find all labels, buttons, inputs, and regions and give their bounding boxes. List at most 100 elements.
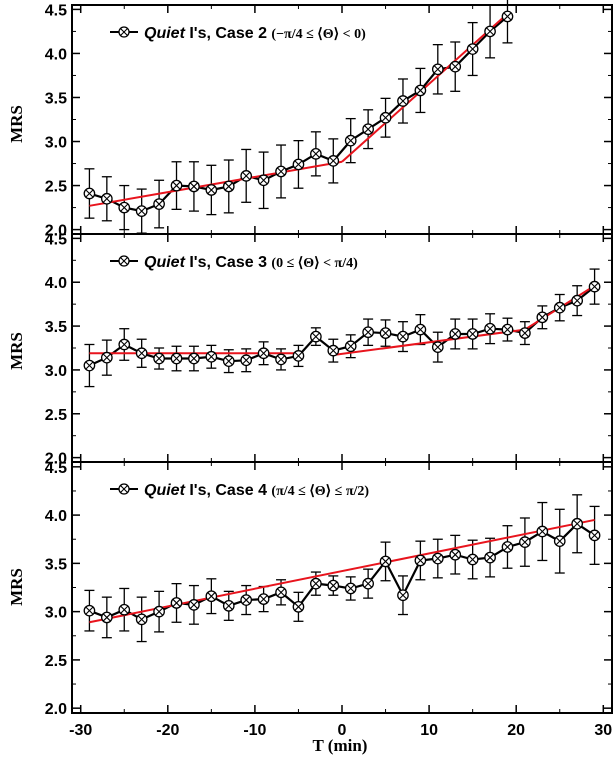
marker-cross [416, 325, 425, 334]
y-tick-label: 3.0 [45, 363, 67, 380]
legend-label: Quiet I's, Case 2 (−π/4 ≤ ⟨Θ⟩ < 0) [144, 25, 366, 42]
data-point [153, 605, 165, 618]
marker-cross [85, 189, 94, 198]
marker-cross [364, 328, 373, 337]
legend-label-condition: (−π/4 ≤ ⟨Θ⟩ < 0) [271, 27, 366, 42]
data-point [118, 201, 131, 214]
legend-label-case: I's, Case 3 [185, 254, 272, 271]
data-point [379, 555, 392, 568]
data-point [135, 347, 148, 360]
data-point [571, 294, 584, 307]
data-point [222, 180, 235, 193]
legend-marker-cross [120, 28, 128, 36]
marker-cross [120, 605, 129, 614]
marker-cross [486, 553, 494, 562]
x-tick-label: -30 [69, 722, 92, 739]
marker-cross [329, 157, 338, 165]
legend-label-case: I's, Case 4 [185, 482, 272, 499]
legend-marker-cross [120, 257, 128, 265]
panel-1: 2.0 2.5 3.0 3.5 4.0 4.5 Quiet I's, Case 2 (−π/… [45, 0, 613, 240]
marker-cross [416, 556, 425, 565]
marker-cross [277, 167, 285, 176]
data-point [431, 63, 444, 76]
marker-cross [277, 588, 285, 597]
x-tick-label: 30 [594, 722, 612, 739]
data-point [327, 344, 340, 357]
x-tick-label: 10 [420, 722, 438, 739]
marker-cross [346, 584, 355, 593]
data-point [362, 577, 374, 590]
marker-cross [590, 531, 599, 540]
data-point [344, 134, 357, 147]
marker-cross [433, 343, 442, 352]
data-point [292, 158, 305, 171]
marker-cross [573, 519, 582, 528]
y-tick-label: 4.0 [45, 275, 67, 292]
marker-cross [468, 330, 477, 338]
data-point [240, 170, 253, 182]
legend-marker-cross [120, 485, 128, 493]
marker-cross [311, 579, 320, 588]
marker-cross [155, 354, 163, 363]
y-tick-label: 3.5 [45, 90, 67, 107]
data-point [100, 611, 113, 624]
data-point [379, 111, 392, 124]
data-point [83, 359, 96, 372]
marker-cross [521, 538, 529, 547]
x-tick-label: -10 [243, 722, 266, 739]
marker-cross [451, 550, 460, 559]
data-point [188, 352, 200, 365]
data-point [205, 184, 218, 196]
y-tick-label: 4.5 [45, 2, 67, 19]
data-point [170, 352, 183, 365]
data-point [519, 536, 531, 548]
marker-cross [277, 355, 285, 364]
y-tick-label: 2.0 [45, 223, 67, 240]
data-point [153, 352, 165, 365]
y-tick-label: 3.5 [45, 556, 67, 573]
data-point [553, 535, 566, 548]
x-axis-title: T (min) [313, 736, 368, 755]
marker-cross [224, 182, 233, 191]
data-point [275, 586, 287, 599]
marker-cross [399, 332, 407, 341]
y-tick-label: 4.5 [45, 231, 67, 248]
data-point [449, 328, 462, 340]
data-point [257, 174, 270, 187]
data-point [571, 517, 584, 530]
marker-cross [468, 555, 477, 564]
data-point [170, 597, 183, 609]
marker-cross [102, 194, 111, 203]
marker-cross [573, 296, 582, 305]
marker-cross [503, 543, 512, 551]
y-tick-label: 4.0 [45, 46, 67, 63]
data-point [466, 553, 479, 566]
fit-line [89, 518, 595, 624]
data-point [344, 582, 357, 595]
data-point [327, 579, 340, 592]
data-point [83, 604, 96, 617]
marker-cross [451, 330, 460, 338]
legend-label: Quiet I's, Case 3 (0 ≤ ⟨Θ⟩ < π/4) [144, 254, 358, 271]
data-point [292, 350, 305, 362]
marker-cross [346, 342, 355, 351]
data-point [362, 326, 374, 339]
data-point [414, 84, 427, 97]
legend: Quiet I's, Case 4 (π/4 ≤ ⟨Θ⟩ ≤ π/2) [110, 482, 369, 499]
legend-label-condition: (π/4 ≤ ⟨Θ⟩ ≤ π/2) [271, 484, 369, 499]
data-point [466, 43, 479, 55]
data-point [222, 599, 235, 612]
legend-label-condition: (0 ≤ ⟨Θ⟩ < π/4) [271, 256, 358, 271]
marker-cross [433, 554, 442, 563]
data-point [275, 165, 287, 178]
marker-cross [451, 62, 460, 71]
marker-cross [294, 160, 303, 169]
legend-label-italic: Quiet [144, 482, 186, 499]
marker-cross [190, 600, 198, 609]
data-point [431, 552, 444, 565]
data-point [484, 551, 496, 564]
data-point [135, 205, 148, 217]
marker-cross [433, 65, 442, 74]
marker-cross [503, 12, 512, 21]
